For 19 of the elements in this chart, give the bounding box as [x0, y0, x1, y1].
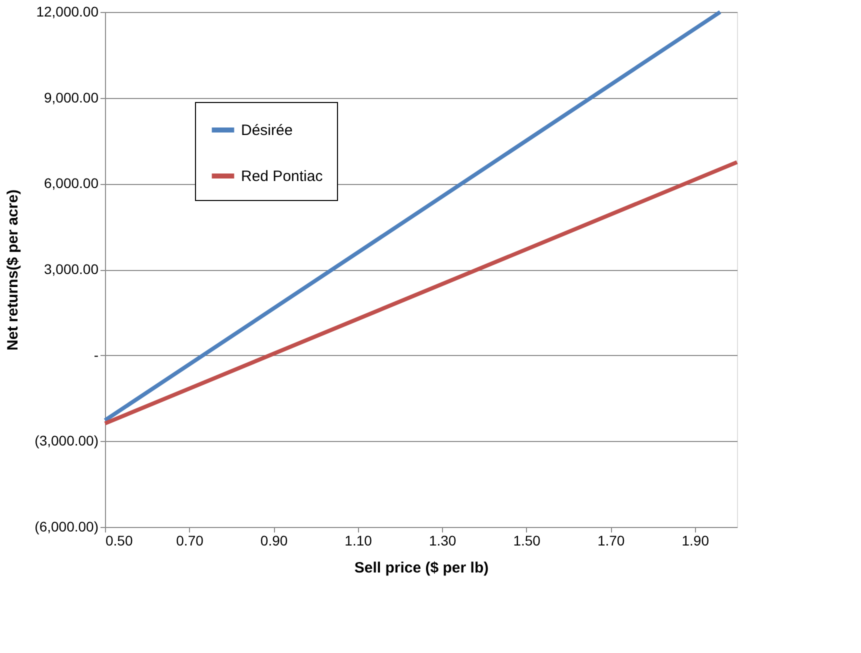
- y-tick-label: -: [94, 346, 99, 363]
- y-tick-label: 9,000.00: [44, 89, 99, 106]
- y-tick-label: (3,000.00): [34, 432, 98, 449]
- legend-label: Red Pontiac: [241, 168, 324, 185]
- y-tick-label: 6,000.00: [44, 175, 99, 192]
- x-tick-label: 1.30: [428, 532, 456, 548]
- x-axis-title: Sell price ($ per lb): [354, 560, 489, 576]
- x-tick-label: 1.10: [344, 532, 372, 548]
- x-tick-label: 0.90: [260, 532, 288, 548]
- legend-label: Désirée: [241, 122, 293, 139]
- y-tick-label: 12,000.00: [36, 4, 99, 20]
- x-tick-label: 1.50: [513, 532, 541, 548]
- y-tick-label: (6,000.00): [34, 518, 98, 534]
- y-tick-label: 3,000.00: [44, 261, 99, 277]
- x-tick-label: 1.90: [682, 532, 710, 548]
- y-axis-title: Net returns($ per acre): [4, 190, 22, 350]
- x-tick-label: 0.50: [106, 532, 133, 548]
- x-tick-label: 1.70: [597, 532, 625, 548]
- x-tick-label: 0.70: [176, 532, 204, 548]
